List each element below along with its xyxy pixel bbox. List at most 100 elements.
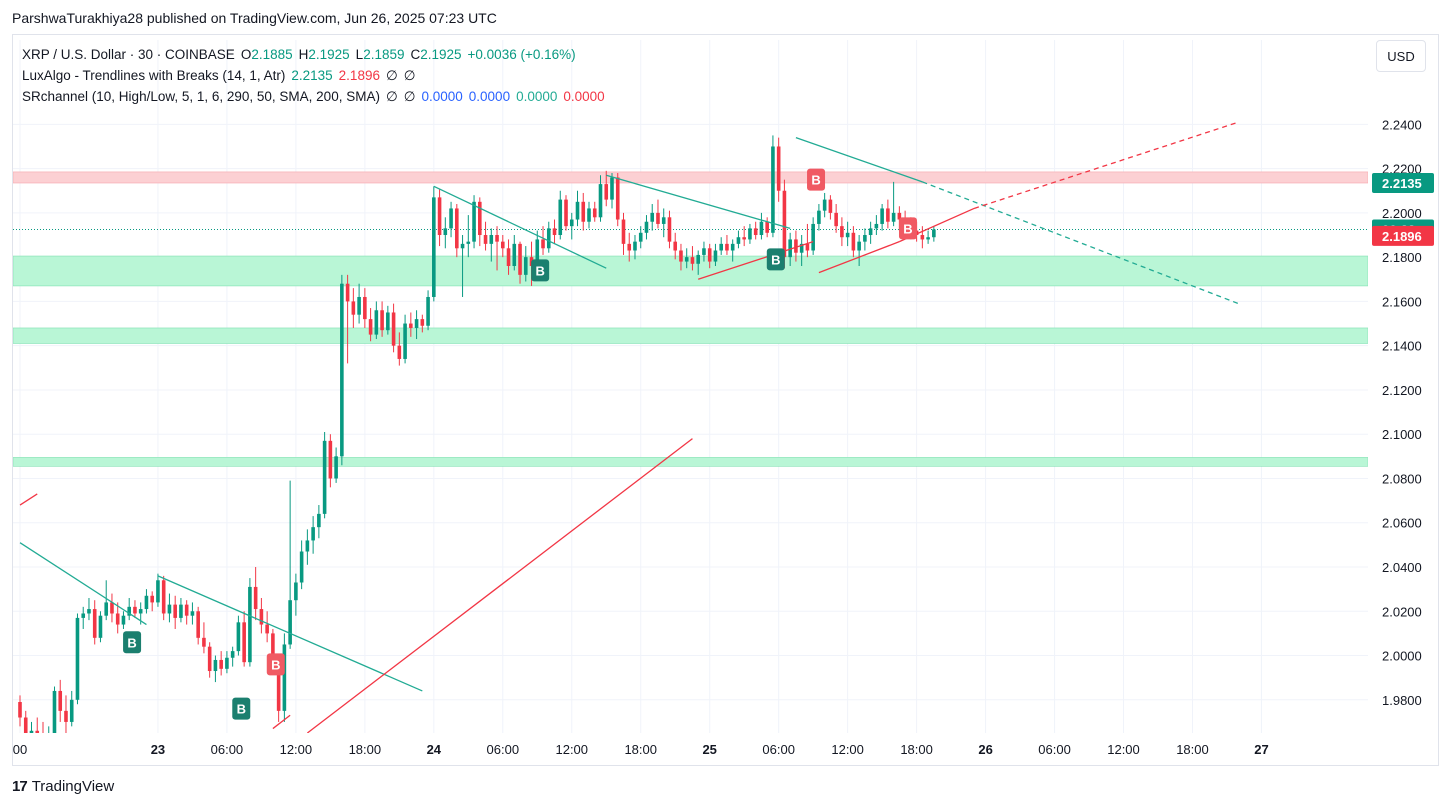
candle-up xyxy=(29,721,34,733)
candle-down xyxy=(397,332,402,366)
candle-up xyxy=(426,290,430,331)
candle-body xyxy=(64,710,68,722)
candle-down xyxy=(478,197,482,247)
candle-body xyxy=(305,540,310,552)
x-tick-label: 06:00 xyxy=(1038,742,1071,757)
candle-body xyxy=(225,657,229,669)
currency-button[interactable]: USD xyxy=(1376,40,1426,72)
candle-body xyxy=(403,323,407,359)
candle-body xyxy=(230,651,235,658)
legend-low: L2.1859 xyxy=(355,47,405,62)
candle-up xyxy=(374,301,379,340)
candle-up xyxy=(69,690,74,727)
resistance-trendline xyxy=(157,575,423,692)
candle-body xyxy=(707,248,712,262)
support-trendline xyxy=(19,493,38,506)
candle-body xyxy=(23,717,28,733)
x-tick-label: 27 xyxy=(1254,742,1268,757)
candle-down xyxy=(92,600,97,645)
candle-body xyxy=(276,664,281,711)
candle-down xyxy=(765,217,769,238)
candle-up xyxy=(230,646,235,667)
candle-body xyxy=(282,644,287,711)
candle-body xyxy=(437,197,442,236)
candle-up xyxy=(294,573,298,616)
candle-body xyxy=(771,146,775,233)
candle-down xyxy=(58,679,63,722)
candle-body xyxy=(805,243,810,251)
candle-body xyxy=(615,177,620,220)
candle-body xyxy=(564,199,568,227)
candle-up xyxy=(460,235,465,297)
candle-down xyxy=(500,235,505,258)
x-tick-label: 18:00 xyxy=(624,742,657,757)
candle-body xyxy=(288,600,292,645)
legend-indicator-srchannel[interactable]: SRchannel (10, High/Low, 5, 1, 6, 290, 5… xyxy=(22,86,605,107)
price-badge-label: 2.2135 xyxy=(1382,176,1422,191)
candle-down xyxy=(834,204,838,233)
tradingview-logo-icon: 17 xyxy=(12,778,28,795)
candle-up xyxy=(156,573,160,607)
candle-down xyxy=(64,695,68,733)
y-tick-label: 2.2000 xyxy=(1382,206,1422,221)
signal-badge-label: B xyxy=(811,173,820,188)
indicator-value: 0.0000 xyxy=(468,89,511,104)
indicator-value: ∅ xyxy=(403,68,416,83)
candle-down xyxy=(42,721,44,733)
y-tick-label: 2.1200 xyxy=(1382,383,1422,398)
resistance-trendline xyxy=(795,137,923,183)
candle-down xyxy=(380,301,384,337)
indicator-value: 0.0000 xyxy=(563,89,605,104)
candle-up xyxy=(236,615,241,656)
candle-up xyxy=(644,215,649,240)
candle-up xyxy=(48,726,50,733)
candle-down xyxy=(776,137,781,202)
candle-down xyxy=(667,210,672,249)
support-trendline xyxy=(306,438,693,733)
candle-body xyxy=(552,228,557,236)
legend-symbol-row[interactable]: XRP / U.S. Dollar · 30 · COINBASE O2.188… xyxy=(22,44,605,65)
candle-up xyxy=(87,597,91,621)
signal-badge-break-up: B xyxy=(232,697,251,720)
candle-body xyxy=(133,606,137,614)
candle-up xyxy=(748,223,752,244)
candle-body xyxy=(891,212,896,222)
candle-body xyxy=(167,604,172,614)
indicator-value: ∅ xyxy=(385,68,398,83)
candle-body xyxy=(299,551,304,583)
candle-body xyxy=(610,177,614,200)
candle-body xyxy=(546,228,551,249)
support-trendline xyxy=(272,714,291,730)
candle-up xyxy=(880,204,884,231)
candle-body xyxy=(52,690,57,733)
candle-body xyxy=(690,257,695,264)
candle-body xyxy=(397,345,402,359)
candle-down xyxy=(173,595,177,629)
legend-indicator-trendlines[interactable]: LuxAlgo - Trendlines with Breaks (14, 1,… xyxy=(22,65,605,86)
candle-up xyxy=(730,239,735,262)
candle-down xyxy=(707,243,712,269)
candle-up xyxy=(696,250,701,275)
candle-body xyxy=(558,199,563,236)
candle-down xyxy=(207,642,212,678)
candle-body xyxy=(248,586,252,663)
y-tick-label: 2.0200 xyxy=(1382,604,1422,619)
signal-badge-label: B xyxy=(771,252,780,267)
candle-down xyxy=(253,567,258,621)
candle-up xyxy=(288,480,292,649)
candle-down xyxy=(690,246,695,271)
indicator-name: SRchannel (10, High/Low, 5, 1, 6, 290, 5… xyxy=(22,89,380,104)
candle-body xyxy=(150,595,154,603)
candle-up xyxy=(489,228,494,262)
candle-body xyxy=(380,310,384,331)
candle-up xyxy=(874,215,879,236)
candle-body xyxy=(184,604,189,616)
candle-down xyxy=(840,217,844,247)
candle-body xyxy=(345,283,350,302)
candle-down xyxy=(621,212,626,255)
candle-body xyxy=(259,609,264,625)
candle-body xyxy=(104,602,109,616)
footer-brand[interactable]: 17 TradingView xyxy=(12,778,114,795)
y-tick-label: 2.1400 xyxy=(1382,339,1422,354)
